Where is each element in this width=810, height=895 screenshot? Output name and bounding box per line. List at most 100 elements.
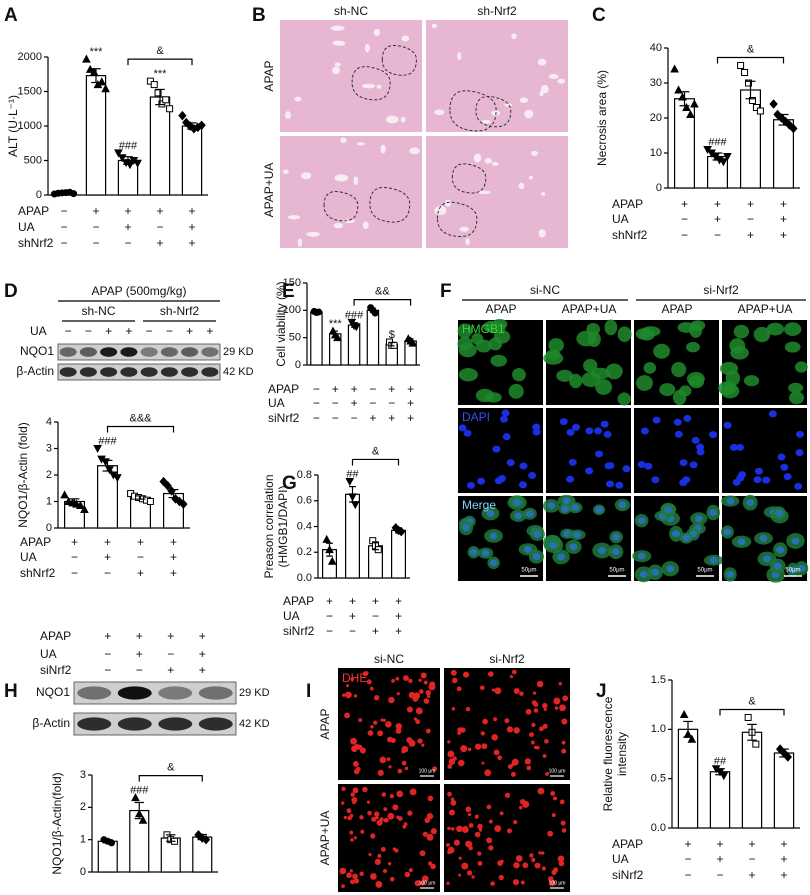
cell bbox=[387, 812, 395, 820]
cell bbox=[530, 740, 535, 745]
cell bbox=[512, 368, 526, 382]
cell bbox=[418, 689, 424, 694]
condition-sign: − bbox=[313, 396, 320, 410]
cell bbox=[536, 680, 544, 688]
condition-sign: − bbox=[326, 609, 333, 623]
scale-label: 50μm bbox=[697, 568, 712, 574]
condition-sign: − bbox=[85, 324, 92, 338]
vessel bbox=[300, 172, 312, 180]
nucleus bbox=[494, 477, 503, 485]
nucleus bbox=[753, 476, 762, 484]
nucleus bbox=[672, 530, 681, 538]
nucleus bbox=[549, 541, 558, 549]
cell bbox=[479, 685, 485, 691]
blot-strip bbox=[57, 343, 221, 361]
condition-sign: − bbox=[369, 396, 376, 410]
vessel bbox=[539, 91, 544, 97]
cell bbox=[387, 861, 392, 866]
cell bbox=[533, 708, 539, 713]
cell bbox=[456, 686, 462, 692]
cell bbox=[471, 333, 484, 345]
vessel bbox=[400, 116, 406, 123]
cell bbox=[532, 691, 537, 695]
condition-sign: − bbox=[136, 663, 143, 677]
condition-sign: + bbox=[395, 609, 402, 623]
data-point bbox=[345, 477, 355, 486]
cell bbox=[458, 873, 462, 877]
cell bbox=[490, 354, 507, 367]
cell bbox=[499, 811, 504, 816]
bar bbox=[347, 324, 361, 366]
comparison-label: & bbox=[156, 45, 164, 57]
cell bbox=[369, 686, 374, 691]
vessel bbox=[409, 147, 420, 155]
panel-letter: J bbox=[596, 681, 607, 702]
nucleus bbox=[585, 467, 594, 475]
micrograph bbox=[718, 320, 808, 405]
cell bbox=[450, 827, 455, 831]
condition-name: siNrf2 bbox=[268, 411, 300, 425]
cell bbox=[486, 321, 506, 334]
nucleus bbox=[674, 430, 683, 438]
condition-sign: + bbox=[124, 204, 131, 218]
cell bbox=[447, 846, 455, 854]
condition-sign: + bbox=[167, 629, 174, 643]
nucleus bbox=[528, 471, 537, 479]
vessel bbox=[445, 199, 451, 207]
cell bbox=[368, 852, 372, 857]
nucleus bbox=[560, 505, 569, 513]
significance-label: ### bbox=[98, 435, 117, 447]
vessel bbox=[518, 182, 525, 190]
cell bbox=[396, 815, 400, 819]
significance-label: ## bbox=[714, 756, 727, 768]
cell bbox=[377, 769, 384, 776]
comparison-bracket bbox=[138, 775, 203, 782]
vessel bbox=[357, 142, 365, 146]
comparison-label: & bbox=[748, 695, 756, 707]
data-point bbox=[744, 713, 752, 721]
condition-name: siNrf2 bbox=[283, 624, 315, 638]
cell bbox=[350, 737, 357, 745]
cell bbox=[557, 855, 565, 863]
cell bbox=[466, 870, 473, 876]
data-point bbox=[114, 149, 123, 158]
cell bbox=[481, 743, 488, 750]
nucleus bbox=[603, 430, 612, 438]
vessel bbox=[480, 119, 491, 124]
vessel bbox=[362, 221, 369, 230]
vessel bbox=[436, 205, 446, 215]
nucleus bbox=[791, 537, 800, 545]
y-axis-label: ALT (U·L⁻¹) bbox=[6, 95, 20, 157]
cell bbox=[457, 336, 473, 351]
cell bbox=[457, 731, 462, 735]
condition-sign: + bbox=[369, 411, 376, 425]
significance-label: ### bbox=[708, 136, 727, 148]
cell bbox=[379, 756, 387, 764]
cell bbox=[547, 876, 554, 882]
nucleus bbox=[777, 453, 786, 461]
nucleus bbox=[794, 482, 803, 490]
micrograph: 100 μm bbox=[444, 784, 570, 892]
bar bbox=[117, 159, 139, 196]
cell bbox=[486, 837, 493, 844]
y-tick-label: 1500 bbox=[18, 85, 42, 97]
cell bbox=[427, 795, 434, 802]
cell bbox=[422, 831, 428, 837]
significance-label: $ bbox=[389, 329, 395, 341]
condition-name: shNrf2 bbox=[18, 236, 54, 250]
cell bbox=[349, 813, 354, 818]
cell bbox=[366, 679, 372, 685]
significance-label: *** bbox=[90, 46, 104, 58]
blot-band bbox=[181, 367, 199, 377]
condition-sign: + bbox=[349, 594, 356, 608]
data-point bbox=[756, 107, 764, 115]
condition-name: APAP bbox=[268, 382, 299, 396]
cell bbox=[406, 706, 413, 713]
y-tick-label: 0.2 bbox=[297, 546, 312, 558]
cell bbox=[542, 723, 548, 729]
cell bbox=[550, 791, 556, 796]
condition-sign: − bbox=[681, 228, 688, 242]
condition-sign: − bbox=[104, 566, 111, 580]
nucleus bbox=[709, 509, 718, 517]
condition-sign: + bbox=[170, 535, 177, 549]
